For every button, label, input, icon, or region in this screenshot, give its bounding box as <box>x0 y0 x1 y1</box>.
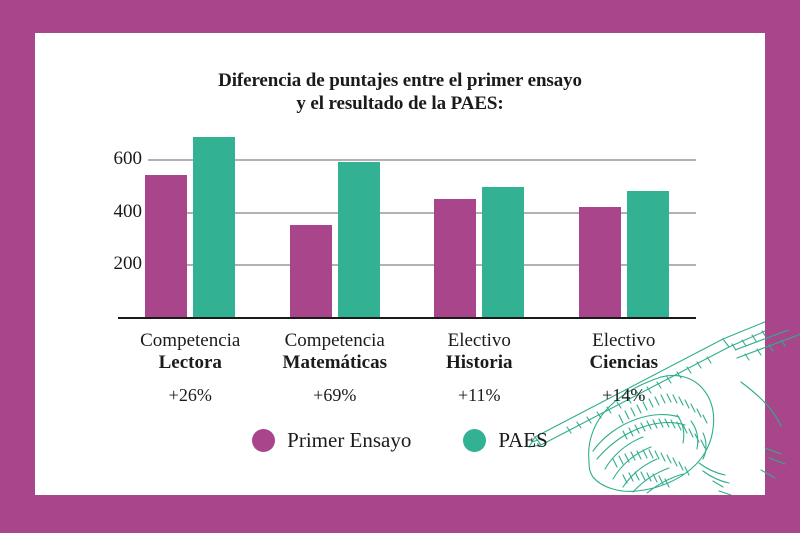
chart-panel: Diferencia de puntajes entre el primer e… <box>35 33 765 495</box>
category-line-1: Electivo <box>447 330 511 351</box>
gridline <box>148 211 696 214</box>
category-line-1: Competencia <box>140 330 241 351</box>
bar-group <box>407 133 552 317</box>
legend-item: PAES <box>463 428 548 453</box>
x-axis-category-labels: Competencia Lectora +26% Competencia Matemát… <box>118 330 696 405</box>
bar <box>337 161 380 317</box>
bar <box>482 186 525 317</box>
category-line-2: Ciencias <box>589 352 659 373</box>
bar <box>145 175 188 317</box>
plot-area: 200 400 600 <box>100 133 700 319</box>
category-line-1: Electivo <box>592 330 656 351</box>
gridline <box>148 159 696 162</box>
bar <box>193 136 236 317</box>
legend-label: Primer Ensayo <box>287 428 412 452</box>
bar <box>434 198 477 317</box>
legend-item: Primer Ensayo <box>252 428 411 453</box>
category-delta-percent: +11% <box>458 385 501 405</box>
bar-group <box>118 133 263 317</box>
x-axis-line <box>118 317 696 319</box>
bar-groups <box>118 133 696 317</box>
category-delta-percent: +69% <box>313 385 357 405</box>
category-line-1: Competencia <box>284 330 385 351</box>
bar <box>578 206 621 317</box>
chart-legend: Primer Ensayo PAES <box>35 428 765 453</box>
bar <box>626 190 669 317</box>
bar <box>289 225 332 317</box>
category-line-2: Matemáticas <box>282 352 387 373</box>
legend-label: PAES <box>498 428 548 452</box>
x-axis-category-label: Electivo Historia +11% <box>407 330 552 405</box>
page-title: Diferencia de puntajes entre el primer e… <box>218 70 582 114</box>
category-line-2: Lectora <box>158 352 222 373</box>
legend-color-swatch <box>463 429 487 452</box>
y-axis-tick-label: 600 <box>113 148 143 170</box>
category-delta-percent: +26% <box>168 385 212 405</box>
bar-group <box>552 133 697 317</box>
x-axis-category-label: Electivo Ciencias +14% <box>552 330 697 405</box>
y-axis-tick-label: 200 <box>113 253 143 275</box>
legend-color-swatch <box>252 429 276 452</box>
category-line-2: Historia <box>446 352 513 373</box>
bar-group <box>263 133 408 317</box>
x-axis-category-label: Competencia Matemáticas +69% <box>263 330 408 405</box>
x-axis-category-label: Competencia Lectora +26% <box>118 330 263 405</box>
y-axis-tick-label: 400 <box>113 200 143 222</box>
gridline <box>148 264 696 267</box>
category-delta-percent: +14% <box>602 385 646 405</box>
